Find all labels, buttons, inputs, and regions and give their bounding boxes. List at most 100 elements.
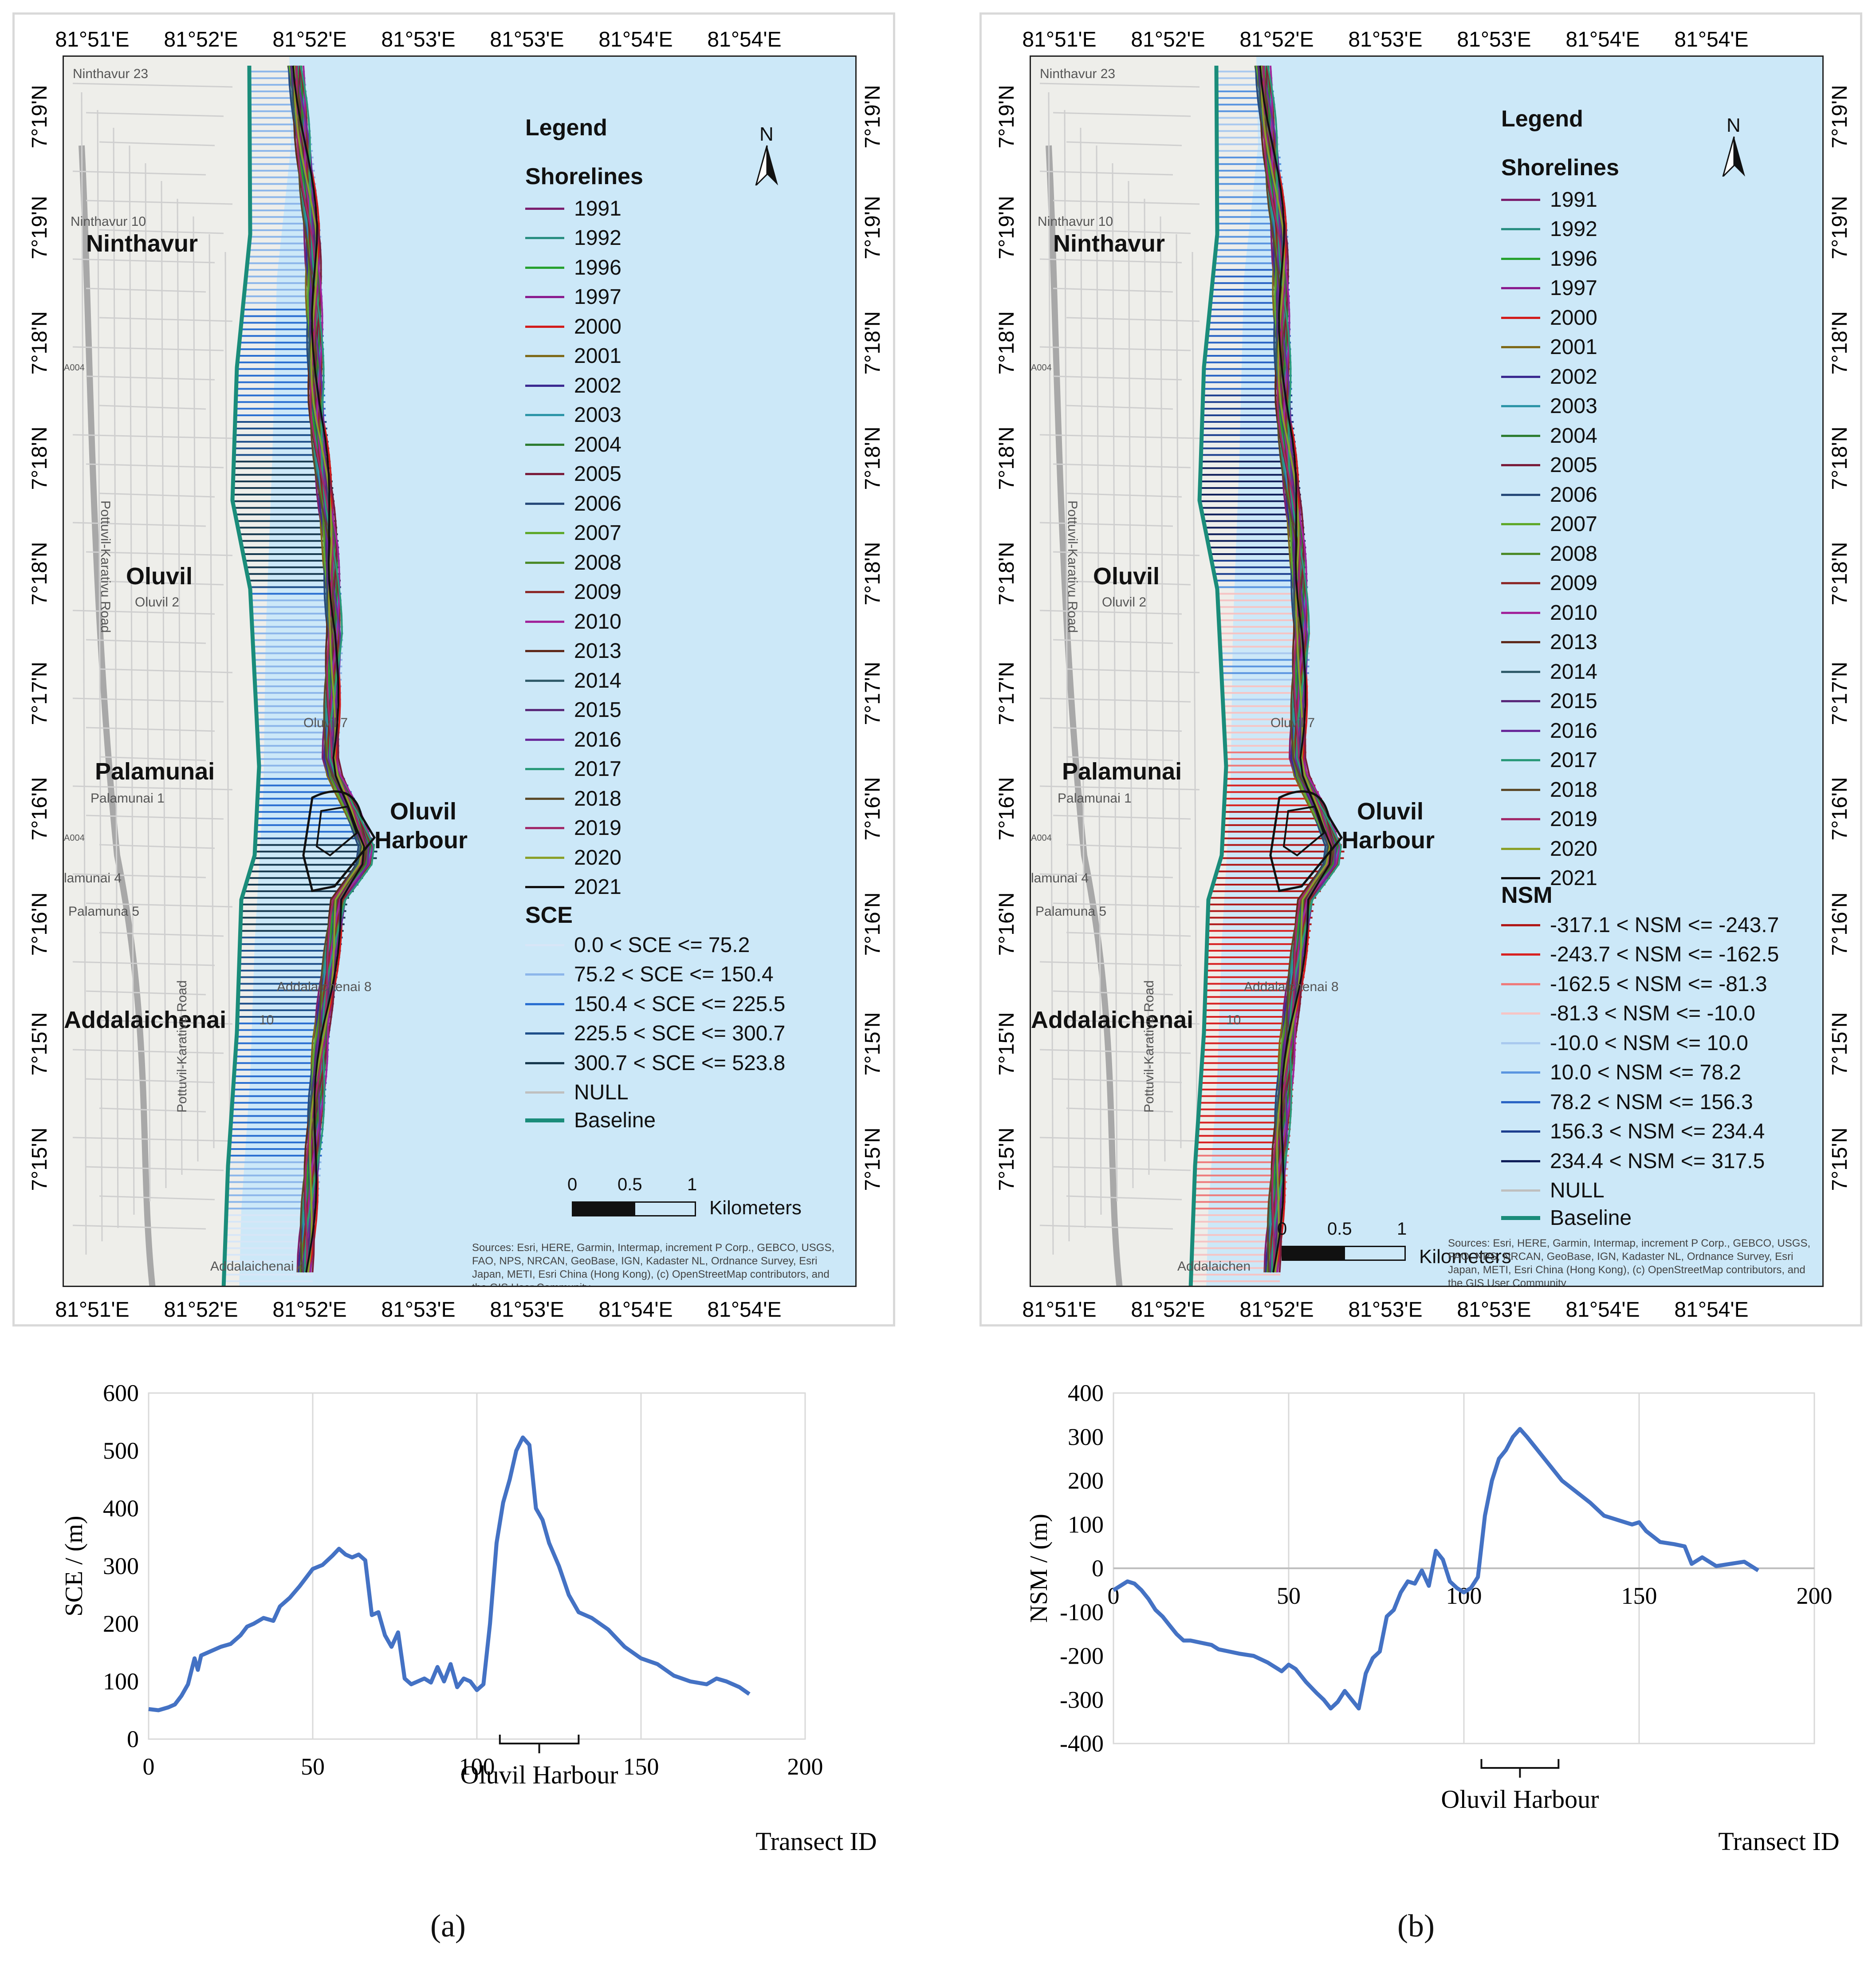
longitude-label: 81°53'E [1348, 1298, 1422, 1322]
latitude-label: 7°15'N [995, 1127, 1019, 1191]
latitude-label: 7°18'N [1828, 542, 1852, 605]
legend-label: 2006 [1550, 483, 1597, 507]
shoreline-2021 [1259, 65, 1332, 1273]
map-b[interactable]: Ninthavur Oluvil Palamunai Addalaichenai… [1030, 55, 1824, 1287]
x-tick-label: 100 [1446, 1582, 1482, 1609]
legend-swatch [1501, 228, 1540, 230]
legend-swatch [1501, 759, 1540, 761]
street-line [99, 1019, 233, 1025]
latitude-label: 7°16'N [861, 892, 885, 956]
legend-class-item: 300.7 < SCE <= 523.8 [525, 1049, 785, 1077]
legend-label: 2016 [1550, 719, 1597, 743]
place-label: Ninthavur [1053, 230, 1165, 257]
legend-swatch [1501, 1160, 1540, 1162]
longitude-label: 81°54'E [598, 1298, 673, 1322]
map-a[interactable]: Ninthavur Oluvil Palamunai Addalaichenai… [63, 55, 857, 1287]
legend-label: 1991 [1550, 188, 1597, 212]
legend-class-item: -81.3 < NSM <= -10.0 [1501, 1000, 1755, 1028]
street-line [72, 610, 215, 615]
road-label: Pottuvil-Karativu Road [1142, 980, 1156, 1113]
street-line [1066, 1019, 1200, 1025]
legend-label: 2016 [574, 728, 621, 752]
legend-baseline: Baseline [525, 1106, 656, 1134]
legend-label: 2005 [574, 462, 621, 486]
legend-label: 2003 [574, 403, 621, 427]
y-tick-label: 300 [103, 1553, 139, 1579]
series-line-SCE [148, 1435, 751, 1712]
harbour-label: Oluvil [1357, 798, 1424, 825]
legend-swatch [1501, 1101, 1540, 1103]
legend-swatch [525, 355, 564, 357]
latitude-label: 7°17'N [1828, 661, 1852, 725]
longitude-label: 81°53'E [1457, 28, 1531, 51]
street-line [1066, 580, 1191, 586]
street-line [1112, 163, 1118, 1202]
legend-label: 234.4 < NSM <= 317.5 [1550, 1149, 1765, 1173]
legend-label: 2005 [1550, 453, 1597, 477]
legend-shoreline-2020: 2020 [525, 843, 621, 872]
scale-tick: 1 [687, 1175, 697, 1194]
y-tick-label: -300 [1060, 1686, 1104, 1713]
legend-swatch [525, 1032, 564, 1035]
place-label: Addalaichenai [64, 1007, 227, 1033]
legend-swatch [525, 827, 564, 829]
locality-label: Oluvil 2 [135, 595, 180, 610]
legend-label: NULL [574, 1081, 629, 1104]
longitude-label: 81°53'E [490, 28, 564, 51]
street-line [1128, 181, 1134, 1189]
longitude-label: 81°53'E [490, 1298, 564, 1322]
street-line [1176, 234, 1182, 1149]
longitude-label: 81°53'E [1457, 1298, 1531, 1322]
legend-swatch [1501, 611, 1540, 614]
x-axis-label: Transect ID [1718, 1827, 1839, 1856]
legend-swatch [1501, 877, 1540, 879]
longitude-label: 81°53'E [1348, 28, 1422, 51]
street-line [1053, 200, 1200, 205]
legend-swatch [525, 237, 564, 239]
latitude-label: 7°19'N [28, 85, 51, 148]
legend-shoreline-2013: 2013 [525, 637, 621, 665]
legend-class-item: NULL [1501, 1177, 1605, 1205]
street-line [99, 844, 215, 849]
legend-swatch [525, 856, 564, 859]
street-line [161, 181, 167, 1189]
legend-swatch [1501, 316, 1540, 319]
legend-label: 2018 [574, 787, 621, 811]
legend-label: 2002 [1550, 365, 1597, 389]
longitude-label: 81°52'E [1131, 28, 1205, 51]
harbour-annotation: Oluvil Harbour [460, 1760, 618, 1789]
scale-tick: 0 [567, 1175, 578, 1194]
street-line [99, 405, 206, 410]
y-tick-label: -400 [1060, 1730, 1104, 1757]
legend-shoreline-2008: 2008 [1501, 539, 1597, 568]
legend-swatch [525, 473, 564, 475]
legend-label: 2018 [1550, 778, 1597, 802]
legend-swatch [525, 738, 564, 741]
locality-label: Addalaichenai 8 [277, 980, 372, 994]
legend-swatch [525, 296, 564, 298]
legend-label: 2013 [1550, 630, 1597, 654]
legend-class-item: 156.3 < NSM <= 234.4 [1501, 1118, 1765, 1146]
legend-swatch [525, 679, 564, 682]
longitude-label: 81°54'E [1674, 1298, 1748, 1322]
legend-label: -81.3 < NSM <= -10.0 [1550, 1002, 1755, 1025]
legend-label: Baseline [1550, 1206, 1632, 1230]
locality-label: Ninthavur 10 [71, 214, 146, 229]
legend-swatch [1501, 1071, 1540, 1074]
map-sources: Sources: Esri, HERE, Garmin, Intermap, i… [1448, 1237, 1811, 1287]
street-line [145, 163, 151, 1202]
street-line [1039, 83, 1200, 88]
x-tick-label: 200 [1797, 1582, 1833, 1609]
harbour-outline-a [302, 790, 376, 892]
legend-swatch [525, 709, 564, 711]
legend-class-item: -10.0 < NSM <= 10.0 [1501, 1029, 1748, 1057]
sce-chart: 0 100 200 300 400 500 600 0 50 100 150 200 SCE / (m)… [60, 1380, 877, 1856]
street-line [1039, 1224, 1173, 1230]
street-line [208, 234, 215, 1149]
legend-shoreline-2014: 2014 [1501, 657, 1597, 686]
legend-label: 2013 [574, 639, 621, 663]
street-line [72, 785, 233, 791]
y-tick-label: 100 [1068, 1511, 1104, 1538]
latitude-label: 7°17'N [995, 661, 1019, 725]
